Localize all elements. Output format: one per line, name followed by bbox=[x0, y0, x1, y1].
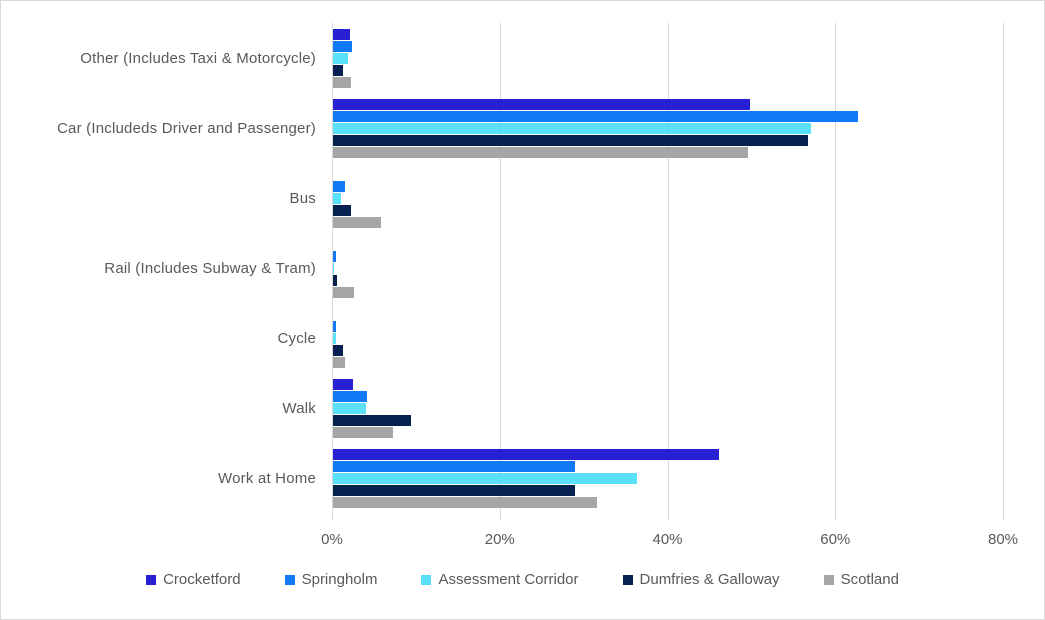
legend-label: Scotland bbox=[840, 571, 899, 588]
bar-assessment-corridor bbox=[333, 52, 349, 64]
y-axis-line bbox=[332, 23, 333, 520]
category-label: Other (Includes Taxi & Motorcycle) bbox=[80, 49, 316, 67]
bar-assessment-corridor bbox=[333, 472, 637, 484]
bar-springholm bbox=[333, 460, 575, 472]
bar-assessment-corridor bbox=[333, 122, 812, 134]
legend-item-crocketford: Crocketford bbox=[146, 571, 241, 588]
legend-label: Dumfries & Galloway bbox=[639, 571, 780, 588]
x-tick-label: 80% bbox=[987, 531, 1019, 548]
bar-dumfries-galloway bbox=[333, 484, 575, 496]
x-tick-label: 0% bbox=[321, 531, 343, 548]
bar-crocketford bbox=[333, 378, 354, 390]
category-label: Walk bbox=[282, 399, 316, 417]
legend-swatch-icon bbox=[421, 574, 432, 585]
legend-item-dumfries-galloway: Dumfries & Galloway bbox=[622, 571, 780, 588]
gridline bbox=[499, 23, 501, 520]
category-label: Work at Home bbox=[218, 469, 316, 487]
legend: Crocketford Springholm Assessment Corridor… bbox=[1, 571, 1044, 588]
legend-item-assessment-corridor: Assessment Corridor bbox=[421, 571, 579, 588]
gridline bbox=[667, 23, 669, 520]
bar-crocketford bbox=[333, 28, 350, 40]
bar-springholm bbox=[333, 390, 367, 402]
bar-dumfries-galloway bbox=[333, 274, 338, 286]
category-label: Bus bbox=[289, 189, 316, 207]
gridline bbox=[1003, 23, 1004, 520]
x-tick-label: 60% bbox=[820, 531, 851, 548]
x-tick-label: 20% bbox=[484, 531, 515, 548]
bar-dumfries-galloway bbox=[333, 134, 808, 146]
bar-springholm bbox=[333, 40, 353, 52]
legend-label: Assessment Corridor bbox=[438, 571, 579, 588]
bar-dumfries-galloway bbox=[333, 344, 344, 356]
legend-label: Crocketford bbox=[163, 571, 241, 588]
bar-scotland bbox=[333, 426, 394, 438]
bar-assessment-corridor bbox=[333, 332, 337, 344]
bar-scotland bbox=[333, 76, 351, 88]
bar-springholm bbox=[333, 250, 337, 262]
bar-springholm bbox=[333, 110, 859, 122]
category-label: Rail (Includes Subway & Tram) bbox=[104, 259, 316, 277]
category-label: Car (Includeds Driver and Passenger) bbox=[57, 119, 316, 137]
bar-springholm bbox=[333, 180, 345, 192]
bar-dumfries-galloway bbox=[333, 414, 411, 426]
legend-swatch-icon bbox=[146, 574, 157, 585]
bar-crocketford bbox=[333, 448, 719, 460]
bar-assessment-corridor bbox=[333, 192, 341, 204]
legend-item-springholm: Springholm bbox=[284, 571, 378, 588]
bar-scotland bbox=[333, 496, 598, 508]
gridline bbox=[835, 23, 837, 520]
bar-scotland bbox=[333, 356, 345, 368]
bar-springholm bbox=[333, 320, 337, 332]
legend-swatch-icon bbox=[284, 574, 295, 585]
bar-crocketford bbox=[333, 98, 750, 110]
bar-assessment-corridor bbox=[333, 262, 334, 274]
legend-item-scotland: Scotland bbox=[823, 571, 899, 588]
legend-label: Springholm bbox=[301, 571, 378, 588]
legend-swatch-icon bbox=[622, 574, 633, 585]
bar-scotland bbox=[333, 286, 354, 298]
bar-scotland bbox=[333, 146, 749, 158]
x-tick-label: 40% bbox=[652, 531, 683, 548]
bar-dumfries-galloway bbox=[333, 204, 351, 216]
bar-scotland bbox=[333, 216, 381, 228]
bar-dumfries-galloway bbox=[333, 64, 344, 76]
legend-swatch-icon bbox=[823, 574, 834, 585]
category-label: Cycle bbox=[277, 329, 316, 347]
bar-assessment-corridor bbox=[333, 402, 366, 414]
